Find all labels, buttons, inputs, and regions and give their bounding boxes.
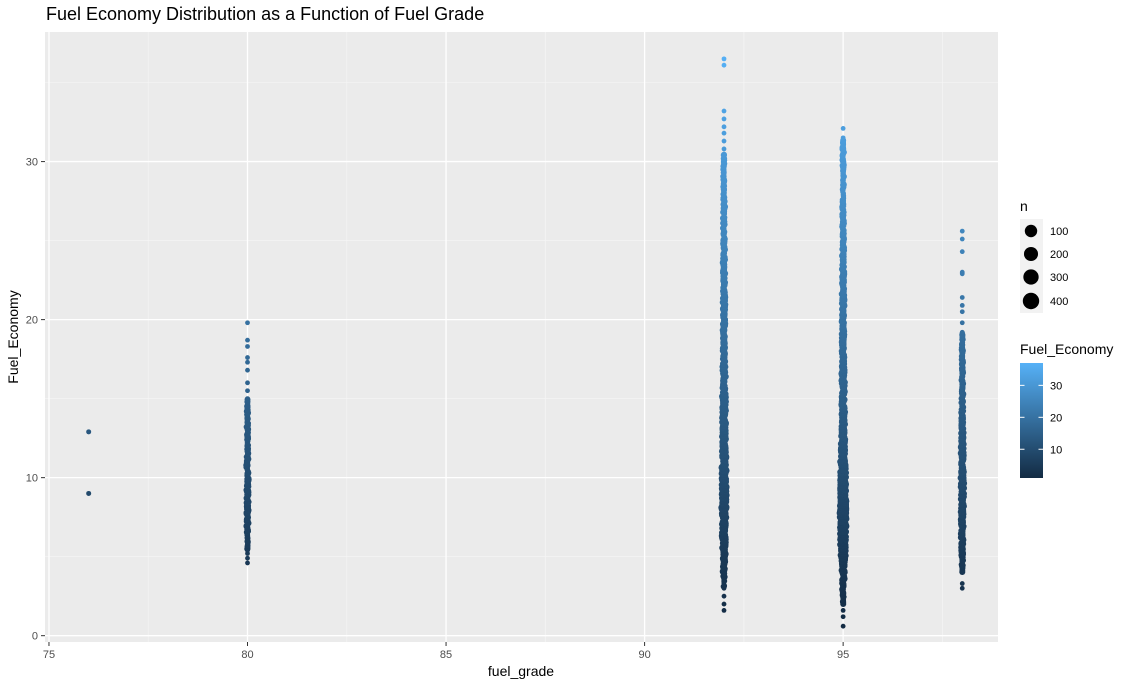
data-point xyxy=(245,367,250,373)
data-point xyxy=(245,555,250,561)
x-tick-label: 90 xyxy=(638,649,650,661)
x-axis-title: fuel_grade xyxy=(488,663,554,679)
data-point xyxy=(721,56,727,62)
data-point xyxy=(840,598,846,604)
data-point xyxy=(721,593,727,599)
data-point xyxy=(86,490,92,496)
color-legend-label: 20 xyxy=(1050,412,1062,424)
data-point xyxy=(245,337,250,343)
data-point xyxy=(245,404,250,409)
y-tick-label: 20 xyxy=(26,315,38,327)
y-tick-label: 0 xyxy=(32,631,38,643)
data-point xyxy=(245,538,250,544)
data-point xyxy=(959,236,965,242)
data-point xyxy=(245,344,250,349)
size-legend-key xyxy=(1024,224,1038,238)
data-point xyxy=(959,295,965,300)
size-legend-label: 300 xyxy=(1050,272,1068,284)
data-point xyxy=(959,309,965,315)
y-axis-title: Fuel_Economy xyxy=(5,290,21,383)
data-point xyxy=(721,130,727,136)
size-legend-label: 100 xyxy=(1050,226,1068,238)
data-point xyxy=(721,108,727,114)
data-point xyxy=(959,302,965,308)
color-legend-label: 10 xyxy=(1050,444,1062,456)
color-legend-label: 30 xyxy=(1050,380,1062,392)
color-legend: Fuel_Economy 30 20 10 xyxy=(1020,341,1113,478)
data-point xyxy=(245,355,250,360)
y-axis: 0 10 20 30 xyxy=(26,157,45,643)
data-point xyxy=(721,585,727,591)
data-point xyxy=(959,585,965,591)
plot-panel xyxy=(45,32,998,642)
data-point xyxy=(840,623,846,629)
data-point xyxy=(721,146,727,152)
data-point xyxy=(245,359,250,365)
data-point xyxy=(959,228,965,234)
data-point xyxy=(959,581,965,586)
size-legend-label: 400 xyxy=(1050,296,1068,308)
data-point xyxy=(721,579,727,585)
data-point xyxy=(245,547,250,553)
x-tick-label: 80 xyxy=(241,649,253,661)
data-point xyxy=(721,116,727,122)
data-point xyxy=(245,380,250,386)
data-point xyxy=(959,320,965,326)
data-point xyxy=(721,124,727,130)
data-point xyxy=(840,135,846,141)
size-legend-key xyxy=(1023,269,1039,285)
y-tick-label: 30 xyxy=(26,157,38,169)
color-legend-colorbar xyxy=(1020,363,1043,478)
data-point xyxy=(959,562,965,567)
x-tick-label: 85 xyxy=(440,649,452,661)
data-point xyxy=(959,329,965,335)
color-legend-title: Fuel_Economy xyxy=(1020,341,1113,357)
data-points xyxy=(86,56,968,629)
x-axis: 75 80 85 90 95 xyxy=(43,642,849,661)
data-point xyxy=(840,614,846,620)
x-tick-label: 95 xyxy=(837,649,849,661)
data-point xyxy=(840,607,846,613)
chart-title: Fuel Economy Distribution as a Function … xyxy=(46,4,484,24)
data-point xyxy=(721,607,727,613)
data-point xyxy=(721,601,727,607)
data-point xyxy=(840,125,846,131)
data-point xyxy=(245,388,250,394)
grid-minor xyxy=(45,32,998,642)
data-point xyxy=(721,138,727,144)
y-tick-label: 10 xyxy=(26,473,38,485)
data-point xyxy=(959,269,965,275)
data-point xyxy=(721,62,727,68)
data-point xyxy=(959,340,965,346)
data-point xyxy=(721,154,727,160)
data-point xyxy=(840,590,846,596)
data-point xyxy=(959,249,965,255)
data-point xyxy=(245,320,250,326)
size-legend-label: 200 xyxy=(1050,249,1068,261)
data-point xyxy=(840,143,846,149)
data-point xyxy=(245,396,250,402)
data-point xyxy=(245,560,250,566)
size-legend-key xyxy=(1023,246,1039,262)
size-legend-title: n xyxy=(1020,198,1028,214)
data-point xyxy=(86,429,92,435)
size-legend: n 100 200 300 400 xyxy=(1020,198,1068,313)
x-tick-label: 75 xyxy=(43,649,55,661)
size-legend-key xyxy=(1022,292,1040,310)
